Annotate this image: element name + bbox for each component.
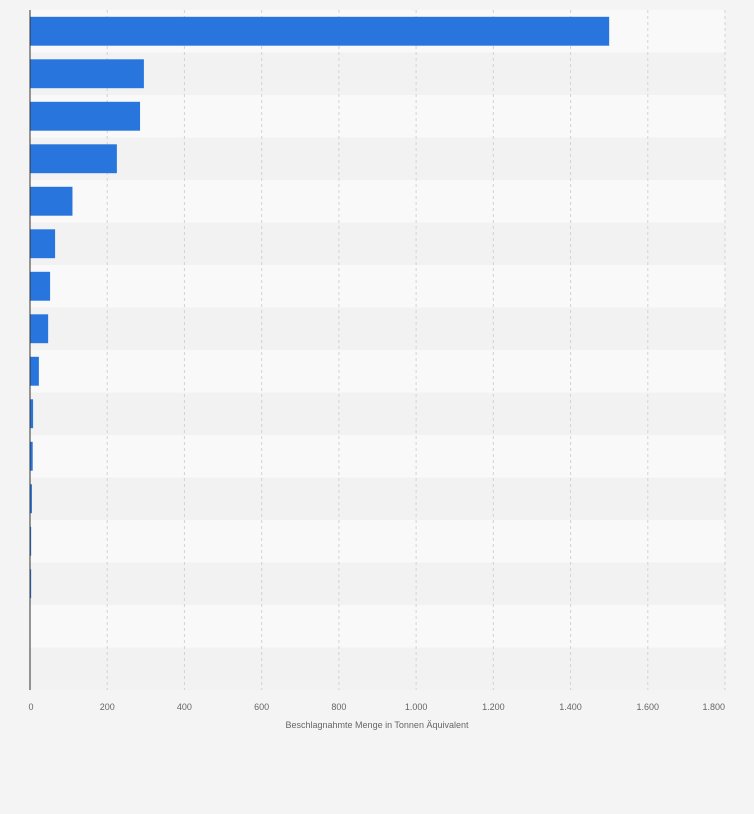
bar[interactable]: [30, 484, 32, 514]
bar[interactable]: [30, 16, 610, 46]
bar[interactable]: [30, 271, 51, 301]
bars: [30, 16, 610, 599]
row-band: [30, 307, 725, 350]
bar[interactable]: [30, 356, 39, 386]
row-band: [30, 477, 725, 520]
bar[interactable]: [30, 526, 32, 556]
row-band: [30, 435, 725, 478]
row-band: [30, 180, 725, 223]
row-band: [30, 392, 725, 435]
bar[interactable]: [30, 569, 32, 599]
x-tick-label: 1.200: [482, 702, 505, 712]
bar[interactable]: [30, 229, 56, 259]
row-band: [30, 520, 725, 563]
grid-lines: [106, 10, 726, 690]
row-band: [30, 95, 725, 138]
x-tick-label: 1.000: [405, 702, 428, 712]
bar[interactable]: [30, 59, 144, 89]
row-band: [30, 222, 725, 265]
bar[interactable]: [30, 441, 33, 471]
x-tick-label: 1.400: [559, 702, 582, 712]
row-band: [30, 605, 725, 648]
bar[interactable]: [30, 101, 141, 131]
row-band: [30, 137, 725, 180]
x-tick-label: 800: [331, 702, 346, 712]
bar[interactable]: [30, 314, 49, 344]
row-band: [30, 52, 725, 95]
x-tick-label: 600: [254, 702, 269, 712]
x-tick-label: 1.800: [702, 702, 725, 712]
row-band: [30, 647, 725, 690]
x-tick-label: 400: [177, 702, 192, 712]
row-band: [30, 350, 725, 393]
row-bands: [30, 10, 725, 690]
row-band: [30, 562, 725, 605]
x-tick-label: 1.600: [637, 702, 660, 712]
bar[interactable]: [30, 399, 34, 429]
x-tick-label: 0: [28, 702, 33, 712]
x-axis-label: Beschlagnahmte Menge in Tonnen Äquivalen…: [286, 720, 469, 730]
x-tick-labels: 0 200 400 600 800 1.000 1.200 1.400 1.600 1.800: [28, 702, 725, 712]
bar[interactable]: [30, 186, 73, 216]
bar[interactable]: [30, 144, 117, 174]
x-tick-label: 200: [100, 702, 115, 712]
row-band: [30, 265, 725, 308]
